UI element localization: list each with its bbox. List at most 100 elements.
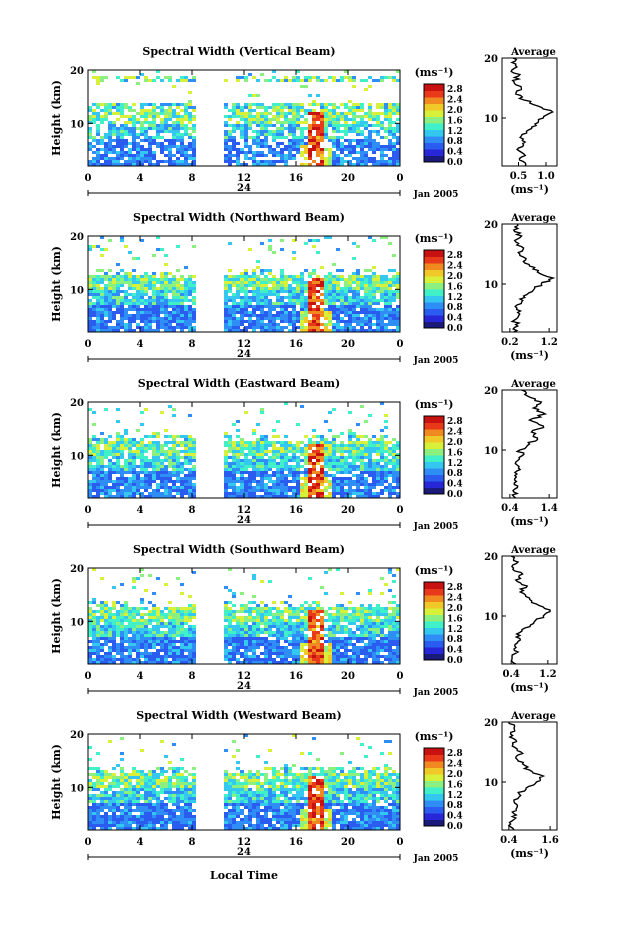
heatmap-cell [332, 79, 336, 82]
heatmap-cell [312, 640, 316, 643]
heatmap-cell [324, 323, 328, 326]
heatmap-cell [236, 317, 240, 320]
heatmap-cell [104, 278, 108, 281]
colorbar-swatch [424, 103, 444, 111]
colorbar-swatch [424, 416, 444, 423]
heatmap-cell [396, 468, 400, 471]
heatmap-cell [192, 447, 196, 450]
heatmap-cell [92, 568, 96, 571]
heatmap-cell [140, 625, 144, 628]
heatmap-cell [136, 121, 140, 124]
heatmap-cell [100, 453, 104, 456]
heatmap-cell [96, 631, 100, 634]
heatmap-cell [336, 127, 340, 130]
heatmap-cell [172, 414, 176, 417]
heatmap-cell [96, 163, 100, 166]
heatmap-cell [140, 287, 144, 290]
heatmap-cell [164, 441, 168, 444]
heatmap-cell [244, 604, 248, 607]
heatmap-cell [168, 459, 172, 462]
heatmap-cell [348, 495, 352, 498]
heatmap-cell [248, 637, 252, 640]
heatmap-cell [304, 625, 308, 628]
heatmap-cell [364, 420, 368, 423]
heatmap-cell [192, 471, 196, 474]
heatmap-cell [176, 450, 180, 453]
heatmap-cell [300, 302, 304, 305]
heatmap-cell [392, 640, 396, 643]
heatmap-cell [384, 103, 388, 106]
heatmap-cell [356, 616, 360, 619]
heatmap-cell [260, 299, 264, 302]
heatmap-cell [284, 118, 288, 121]
heatmap-cell [224, 634, 228, 637]
heatmap-cell [120, 115, 124, 118]
heatmap-cell [244, 610, 248, 613]
heatmap-cell [172, 127, 176, 130]
heatmap-cell [248, 483, 252, 486]
heatmap-cell [192, 281, 196, 284]
heatmap-cell [176, 245, 180, 248]
heatmap-cell [304, 329, 308, 332]
heatmap-cell [292, 471, 296, 474]
heatmap-cell [128, 118, 132, 121]
heatmap-cell [244, 130, 248, 133]
heatmap-cell [264, 311, 268, 314]
heatmap-cell [372, 299, 376, 302]
heatmap-cell [244, 278, 248, 281]
heatmap-cell [180, 290, 184, 293]
heatmap-cell [316, 290, 320, 293]
heatmap-cell [328, 308, 332, 311]
heatmap-cell [264, 477, 268, 480]
heatmap-cell [312, 637, 316, 640]
day-label: 24 [237, 183, 251, 194]
heatmap-cell [256, 308, 260, 311]
heatmap-cell [236, 465, 240, 468]
heatmap-cell [304, 634, 308, 637]
heatmap-cell [180, 483, 184, 486]
heatmap-cell [176, 112, 180, 115]
heatmap-cell [288, 595, 292, 598]
heatmap-cell [140, 462, 144, 465]
heatmap-cell [172, 474, 176, 477]
heatmap-cell [360, 109, 364, 112]
heatmap-cell [120, 308, 124, 311]
heatmap-cell [188, 103, 192, 106]
heatmap-cell [172, 85, 176, 88]
heatmap-cell [140, 314, 144, 317]
heatmap-cell [176, 465, 180, 468]
heatmap-cell [352, 151, 356, 154]
heatmap-cell [232, 610, 236, 613]
heatmap-cell [340, 432, 344, 435]
heatmap-cell [144, 136, 148, 139]
heatmap-cell [132, 308, 136, 311]
heatmap-cell [384, 275, 388, 278]
heatmap-cell [104, 480, 108, 483]
heatmap-cell [296, 441, 300, 444]
heatmap-cell [344, 643, 348, 646]
heatmap-cell [248, 296, 252, 299]
heatmap-cell [252, 272, 256, 275]
heatmap-cell [140, 299, 144, 302]
heatmap-cell [184, 293, 188, 296]
heatmap-cell [168, 317, 172, 320]
heatmap-cell [108, 450, 112, 453]
heatmap-cell [128, 299, 132, 302]
heatmap-cell [252, 326, 256, 329]
heatmap-cell [232, 106, 236, 109]
heatmap-cell [240, 441, 244, 444]
heatmap-cell [356, 456, 360, 459]
heatmap-cell [140, 450, 144, 453]
heatmap-cell [100, 613, 104, 616]
heatmap-cell [356, 124, 360, 127]
heatmap-cell [124, 76, 128, 79]
heatmap-cell [100, 311, 104, 314]
heatmap-cell [280, 124, 284, 127]
colorbar-tick-label: 1.2 [447, 459, 463, 469]
heatmap-cell [280, 477, 284, 480]
heatmap-cell [136, 136, 140, 139]
heatmap-cell [264, 435, 268, 438]
heatmap-cell [356, 486, 360, 489]
heatmap-cell [176, 308, 180, 311]
